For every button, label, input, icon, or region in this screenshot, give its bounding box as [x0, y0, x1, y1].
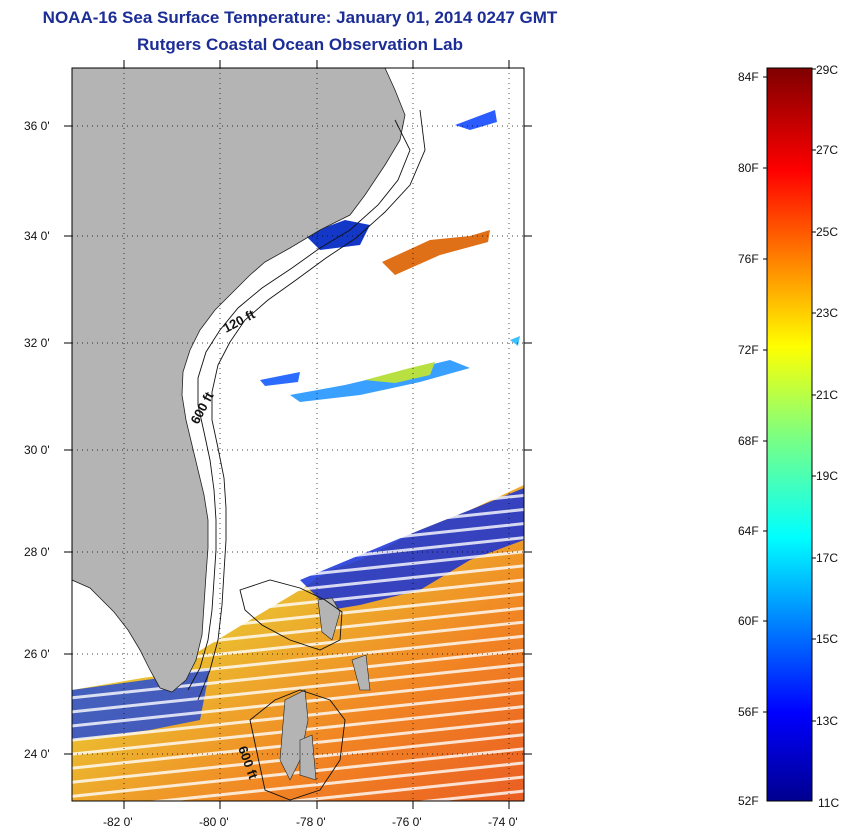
map-subtitle: Rutgers Coastal Ocean Observation Lab: [137, 35, 463, 54]
isobath-contours: [187, 109, 426, 801]
celsius-label: 25C: [816, 225, 838, 239]
fahrenheit-label: 80F: [738, 161, 759, 175]
fahrenheit-label: 68F: [738, 434, 759, 448]
fahrenheit-label: 64F: [738, 524, 759, 538]
celsius-label: 23C: [816, 306, 838, 320]
lon-label: -82 0': [103, 815, 133, 829]
fahrenheit-label: 52F: [738, 794, 759, 808]
celsius-label: 19C: [816, 469, 838, 483]
celsius-label: 13C: [816, 714, 838, 728]
celsius-label: 11C: [818, 796, 839, 810]
lat-label: 36 0': [24, 119, 50, 133]
fahrenheit-label: 76F: [738, 252, 759, 266]
celsius-label: 15C: [816, 632, 838, 646]
colorbar-fahrenheit-labels: 84F 80F 76F 72F 68F 64F 60F 56F 52F: [738, 70, 759, 808]
colorbar-ticks: [763, 68, 816, 722]
lat-label: 30 0': [24, 443, 50, 457]
longitude-labels: -82 0' -80 0' -78 0' -76 0' -74 0': [103, 815, 518, 829]
frame-ticks: [64, 60, 532, 809]
map-title: NOAA-16 Sea Surface Temperature: January…: [42, 8, 558, 27]
lon-label: -80 0': [199, 815, 229, 829]
us-coastline-land: [72, 68, 406, 693]
colorbar-celsius-labels: 29C 27C 25C 23C 21C 19C 17C 15C 13C 11C: [816, 63, 839, 810]
lat-label: 24 0': [24, 747, 50, 761]
lon-label: -78 0': [296, 815, 326, 829]
lat-label: 26 0': [24, 647, 50, 661]
lat-label: 28 0': [24, 545, 50, 559]
latitude-labels: 36 0' 34 0' 32 0' 30 0' 28 0' 26 0' 24 0…: [24, 119, 50, 761]
celsius-label: 21C: [816, 388, 838, 402]
graticule: [72, 68, 524, 801]
lat-label: 32 0': [24, 336, 50, 350]
fahrenheit-label: 72F: [738, 343, 759, 357]
map-frame: [71, 67, 525, 802]
fahrenheit-label: 60F: [738, 614, 759, 628]
bahamas-land: [279, 597, 371, 781]
lon-label: -76 0': [392, 815, 422, 829]
colorbar: [766, 67, 813, 802]
lat-label: 34 0': [24, 229, 50, 243]
celsius-label: 17C: [816, 551, 838, 565]
fahrenheit-label: 84F: [738, 70, 759, 84]
celsius-label: 29C: [816, 63, 838, 77]
lon-label: -74 0': [488, 815, 518, 829]
fahrenheit-label: 56F: [738, 705, 759, 719]
celsius-label: 27C: [816, 143, 838, 157]
sst-patches: [260, 110, 520, 402]
